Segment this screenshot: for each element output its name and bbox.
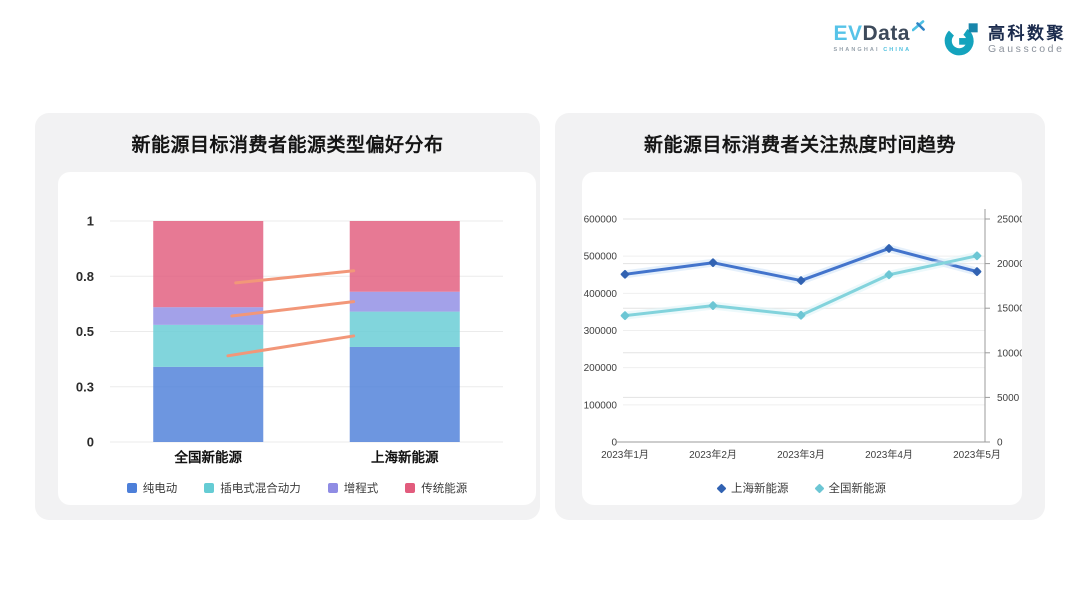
x-tick-label: 2023年2月 [689,448,737,461]
data-point-marker[interactable] [796,276,806,286]
bar-segment[interactable] [153,324,264,367]
legend-item[interactable]: 插电式混合动力 [204,480,301,496]
y-left-tick-label: 0 [611,438,617,449]
legend-item[interactable]: 全国新能源 [814,480,887,496]
trend-chart-legend: 上海新能源 全国新能源 [582,480,1022,496]
gausscode-name-en: Gausscode [988,42,1065,55]
y-left-tick-label: 200000 [584,363,618,374]
y-tick-label: 0 [87,435,94,450]
bar-segment[interactable] [153,366,264,442]
evdata-ev-text: EV [833,22,863,45]
legend-label: 全国新能源 [828,483,887,495]
gausscode-text: 高科数聚 Gausscode [988,24,1066,54]
y-left-tick-label: 500000 [584,252,618,263]
annotation-line [234,269,356,285]
data-point-marker[interactable] [620,311,630,321]
x-tick-label: 2023年4月 [865,448,913,461]
data-point-marker[interactable] [884,270,894,280]
y-tick-label: 1 [87,214,94,229]
y-left-tick-label: 300000 [584,326,618,337]
x-tick-label: 2023年5月 [953,448,1001,461]
preference-chart-title: 新能源目标消费者能源类型偏好分布 [131,135,444,156]
bar-segment[interactable] [349,291,460,312]
y-right-tick-label: 5000 [997,393,1020,404]
evdata-data-text: Data [862,22,910,45]
data-point-marker[interactable] [972,267,982,277]
y-left-tick-label: 600000 [584,215,618,226]
data-point-marker[interactable] [708,301,718,311]
legend-square-icon [126,483,137,493]
x-tick-label: 2023年3月 [777,448,825,461]
preference-chart-panel: 新能源目标消费者能源类型偏好分布 0 0.3 0.5 0.8 1 全国新能源 上海新能源 纯… [35,113,540,520]
trend-chart-title: 新能源目标消费者关注热度时间趋势 [643,135,956,156]
y-tick-label: 0.8 [76,269,94,284]
legend-label: 插电式混合动力 [220,483,301,495]
legend-square-icon [204,483,215,493]
data-point-marker[interactable] [972,251,982,261]
gausscode-g-icon [944,23,978,56]
legend-label: 上海新能源 [731,483,789,495]
preference-chart-card: 0 0.3 0.5 0.8 1 全国新能源 上海新能源 纯电动 插电式混合动力 增程式 传统能源 [58,172,536,505]
brand-bar: EV Data SHANGHAI CHINA 高科数聚 Gausscode [833,20,1066,58]
x-category-label: 上海新能源 [371,449,439,465]
bar-segment[interactable] [349,221,460,292]
legend-item[interactable]: 上海新能源 [716,480,789,496]
trend-chart-card: 0 100000 200000 300000 400000 500000 600000 0 50… [582,172,1022,505]
y-right-tick-label: 10000 [997,348,1022,359]
legend-diamond-icon [716,483,727,493]
trend-line-chart: 0 100000 200000 300000 400000 500000 600000 0 50… [584,209,1022,461]
evdata-subtitle-left: SHANGHAI [833,47,880,53]
evdata-x-icon [912,20,925,32]
y-right-tick-label: 15000 [997,304,1022,315]
y-left-tick-label: 100000 [584,400,618,411]
legend-item[interactable]: 纯电动 [126,480,178,496]
y-tick-label: 0.5 [76,324,94,339]
y-tick-label: 0.3 [76,379,94,394]
bar-segment[interactable] [153,221,264,308]
y-right-tick-label: 20000 [997,259,1022,270]
y-left-tick-label: 400000 [584,289,618,300]
gausscode-name-cn: 高科数聚 [988,23,1066,43]
preference-stacked-bar-chart: 0 0.3 0.5 0.8 1 全国新能源 上海新能源 [76,214,503,465]
data-point-marker[interactable] [796,310,806,320]
legend-item[interactable]: 增程式 [327,480,379,496]
evdata-logo: EV Data SHANGHAI CHINA [833,20,925,53]
bar-segment[interactable] [349,311,460,347]
bar-segment[interactable] [349,346,460,442]
bar-segment[interactable] [153,307,264,325]
legend-label: 增程式 [343,483,379,495]
annotation-line [226,334,356,358]
legend-diamond-icon [814,483,824,493]
evdata-subtitle: SHANGHAI CHINA [833,47,911,53]
y-right-tick-label: 0 [997,438,1003,449]
legend-square-icon [405,483,416,493]
legend-item[interactable]: 传统能源 [405,480,467,496]
evdata-wordmark: EV Data [833,20,925,45]
evdata-subtitle-right: CHINA [883,47,912,53]
data-point-marker[interactable] [884,244,894,254]
legend-label: 纯电动 [142,483,178,495]
legend-label: 传统能源 [421,483,468,495]
legend-square-icon [327,483,338,493]
data-point-marker[interactable] [620,269,630,279]
data-point-marker[interactable] [708,258,718,268]
gausscode-logo: 高科数聚 Gausscode [943,20,1066,58]
annotation-line [230,300,356,318]
preference-chart-legend: 纯电动 插电式混合动力 增程式 传统能源 [58,480,536,496]
x-category-label: 全国新能源 [174,449,243,465]
y-right-tick-label: 25000 [997,215,1022,226]
x-tick-label: 2023年1月 [601,448,649,461]
trend-chart-panel: 新能源目标消费者关注热度时间趋势 0 100000 200000 300000 4000… [555,113,1045,520]
